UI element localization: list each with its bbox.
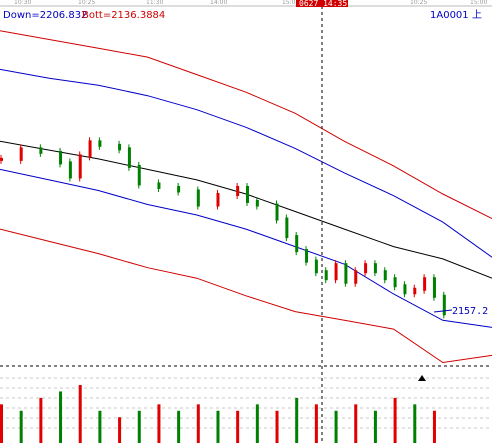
- candle-body: [246, 185, 249, 203]
- price-label: 2157.2: [452, 306, 488, 317]
- candle-body: [78, 154, 82, 179]
- time-axis: 10:30 10:25 11:30 14:00 15:00 10:25 15:00: [14, 0, 487, 6]
- volume-bar: [393, 397, 397, 443]
- candle-body: [19, 147, 23, 161]
- candle-body: [295, 235, 299, 253]
- candle-body: [137, 164, 141, 186]
- candle-body: [196, 189, 200, 207]
- candle-body: [413, 287, 417, 295]
- candle-body: [305, 249, 309, 263]
- volume-bar: [177, 410, 181, 443]
- candle-body: [423, 277, 427, 291]
- band-line-inner-upper: [0, 68, 492, 258]
- symbol-label: 1A0001 上: [430, 9, 482, 21]
- marker-triangle-icon: [418, 375, 426, 381]
- candle-body: [373, 263, 377, 274]
- volume-bar: [19, 410, 23, 443]
- down-label: Down=2206.832: [3, 10, 87, 21]
- price-candles: [0, 137, 446, 319]
- volume-bar: [137, 410, 141, 443]
- candle-body: [255, 200, 259, 207]
- volume-bar: [118, 417, 122, 443]
- candle-body: [88, 140, 92, 158]
- time-tick-label: 10:30: [14, 0, 31, 6]
- cursor-time-label: 0627 14:35: [299, 0, 347, 8]
- volume-bar: [196, 404, 200, 443]
- volume-bar: [255, 404, 259, 443]
- candle-body: [118, 143, 122, 151]
- candle-body: [393, 277, 397, 288]
- volume-bar: [216, 410, 220, 443]
- candle-body: [442, 294, 446, 316]
- candle-body: [354, 270, 358, 284]
- candle-body: [403, 284, 407, 295]
- volume-bar: [314, 404, 318, 443]
- time-tick-label: 15:00: [282, 0, 299, 6]
- volume-bar: [432, 410, 436, 443]
- volume-bar: [354, 404, 358, 443]
- volume-bar: [39, 397, 43, 443]
- price-pointer-line: [433, 309, 453, 313]
- band-line-outer-upper: [0, 30, 492, 219]
- volume-bar: [78, 385, 82, 443]
- volume-bar: [373, 410, 377, 443]
- volume-bar: [334, 410, 338, 443]
- candle-body: [216, 192, 220, 207]
- candle-body: [314, 259, 318, 274]
- cursor-time-box: [296, 0, 348, 7]
- candle-body: [157, 182, 161, 189]
- candle-body: [127, 147, 131, 168]
- candle-body: [285, 217, 289, 239]
- candle-body: [236, 185, 240, 196]
- volume-bar: [236, 410, 240, 443]
- candle-body: [98, 140, 102, 147]
- volume-bar: [275, 410, 279, 443]
- time-tick-label: 14:00: [210, 0, 227, 6]
- bott-label: Bott=2136.3884: [82, 10, 165, 21]
- candle-body: [324, 270, 328, 281]
- band-line-middle: [0, 140, 492, 279]
- volume-bar: [157, 404, 161, 443]
- candle-body: [59, 150, 63, 165]
- band-line-outer-lower: [0, 228, 492, 364]
- volume-bar: [413, 404, 417, 443]
- band-line-inner-lower: [0, 168, 492, 328]
- candle-body: [432, 277, 436, 298]
- candle-body: [39, 147, 43, 154]
- time-tick-label: 11:30: [146, 0, 163, 6]
- candle-body: [275, 203, 279, 221]
- volume-bar: [295, 397, 299, 443]
- grid-lines: [0, 365, 492, 429]
- candle-body: [364, 263, 368, 274]
- volume-bar: [59, 391, 63, 443]
- volume-bar: [98, 410, 102, 443]
- volume-bars: [0, 385, 436, 443]
- candle-body: [344, 263, 348, 284]
- volume-bar: [0, 404, 3, 443]
- candle-body: [68, 161, 72, 179]
- candle-body: [383, 270, 387, 281]
- candle-body: [0, 157, 3, 161]
- time-tick-label: 15:00: [470, 0, 487, 6]
- candle-body: [177, 185, 181, 193]
- time-tick-label: 10:25: [78, 0, 95, 6]
- time-tick-label: 10:25: [410, 0, 427, 6]
- candle-body: [334, 263, 338, 281]
